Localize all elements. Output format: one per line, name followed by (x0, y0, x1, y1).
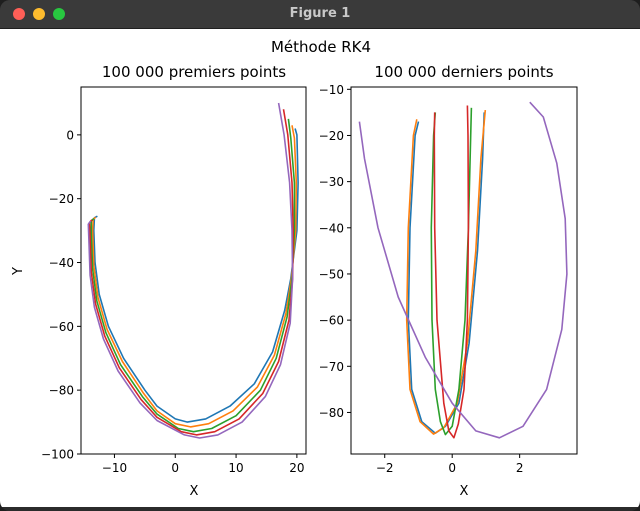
right-series-line-4 (433, 105, 470, 439)
left-series-line-2 (91, 125, 298, 428)
figure-suptitle: Méthode RK4 (271, 38, 371, 56)
title-bar: Figure 1 (0, 0, 640, 29)
left-ytick-label: −20 (49, 192, 74, 206)
right-series-line-2 (405, 110, 487, 435)
left-ytick-label: 0 (66, 128, 74, 142)
right-series-line-5 (358, 101, 568, 439)
left-axes: 100 000 premiers points X Y −10 0 10 200−20… (11, 63, 307, 499)
left-axes-frame (80, 86, 307, 455)
right-ytick-label: −20 (319, 129, 344, 143)
window-bottom-edge (0, 507, 640, 511)
right-ytick-label: −30 (319, 175, 344, 189)
right-series-line-3 (430, 107, 473, 436)
left-ytick-label: −40 (49, 256, 74, 270)
left-series-line-1 (93, 128, 299, 423)
right-ytick-label: −40 (319, 221, 344, 235)
right-ytick-label: −50 (319, 267, 344, 281)
right-xtick-label: −2 (376, 461, 394, 475)
left-plot-area: −10 0 10 200−20−40−60−80−100 (41, 86, 307, 475)
left-xtick-label: 10 (228, 461, 243, 475)
minimize-button[interactable] (33, 8, 45, 20)
right-series-line-1 (407, 112, 485, 434)
right-ytick-label: −10 (319, 83, 344, 97)
zoom-button[interactable] (53, 8, 65, 20)
window-title: Figure 1 (289, 6, 351, 21)
left-ytick-label: −80 (49, 384, 74, 398)
close-button[interactable] (13, 8, 25, 20)
left-series-line-5 (87, 102, 294, 439)
left-xtick-label: 0 (171, 461, 179, 475)
figure-svg: Méthode RK4 100 000 premiers points X Y … (11, 38, 578, 499)
left-ytick-label: −100 (41, 448, 74, 462)
right-xlabel: X (460, 484, 469, 499)
left-axes-title: 100 000 premiers points (102, 63, 286, 81)
left-series-line-3 (90, 118, 296, 433)
right-ytick-label: −80 (319, 406, 344, 420)
right-ytick-label: −60 (319, 314, 344, 328)
right-axes-frame (350, 86, 578, 455)
right-ytick-label: −70 (319, 360, 344, 374)
left-xlabel: X (190, 484, 199, 499)
left-xtick-label: 20 (289, 461, 304, 475)
left-ytick-label: −60 (49, 320, 74, 334)
right-axes: 100 000 derniers points X −2 0 2−10−20−30−… (319, 63, 578, 499)
left-ylabel: Y (11, 267, 26, 276)
left-xtick-label: −10 (102, 461, 127, 475)
right-axes-title: 100 000 derniers points (374, 63, 553, 81)
right-plot-area: −2 0 2−10−20−30−40−50−60−70−80 (319, 83, 578, 475)
figure-canvas: Méthode RK4 100 000 premiers points X Y … (0, 29, 640, 507)
right-xtick-label: 2 (516, 461, 524, 475)
right-xtick-label: 0 (448, 461, 456, 475)
